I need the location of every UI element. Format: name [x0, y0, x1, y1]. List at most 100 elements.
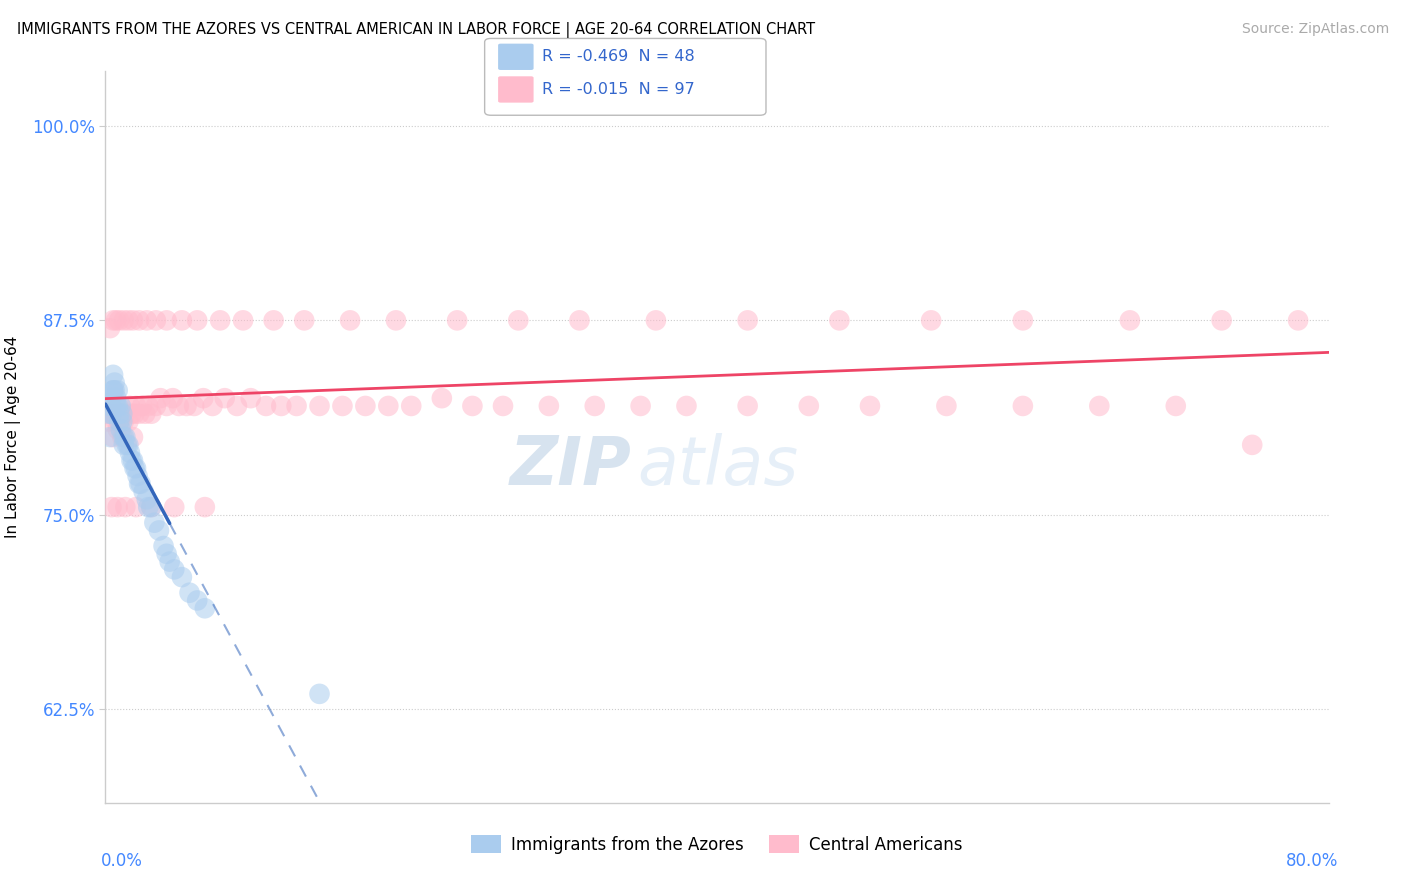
- Point: [537, 399, 560, 413]
- Point: [108, 415, 131, 429]
- Point: [124, 461, 146, 475]
- Point: [124, 407, 146, 421]
- Point: [98, 430, 121, 444]
- Point: [128, 476, 150, 491]
- Point: [118, 445, 141, 459]
- Point: [1088, 399, 1111, 413]
- Point: [105, 399, 128, 413]
- Point: [101, 313, 124, 327]
- Point: [128, 313, 150, 327]
- Point: [114, 430, 136, 444]
- Point: [104, 384, 127, 398]
- Text: 0.0%: 0.0%: [101, 852, 143, 870]
- Point: [105, 415, 128, 429]
- Point: [107, 384, 129, 398]
- Point: [117, 415, 139, 429]
- Point: [101, 368, 124, 382]
- Point: [568, 313, 591, 327]
- Point: [308, 687, 330, 701]
- Point: [163, 562, 186, 576]
- Text: Source: ZipAtlas.com: Source: ZipAtlas.com: [1241, 22, 1389, 37]
- Point: [1241, 438, 1264, 452]
- Point: [461, 399, 484, 413]
- Point: [111, 415, 134, 429]
- Point: [97, 407, 120, 421]
- Point: [101, 430, 124, 444]
- Point: [128, 407, 150, 421]
- Point: [110, 407, 132, 421]
- Point: [145, 313, 167, 327]
- Point: [143, 516, 166, 530]
- Text: R = -0.469  N = 48: R = -0.469 N = 48: [543, 49, 695, 64]
- Point: [104, 407, 127, 421]
- Point: [100, 391, 122, 405]
- FancyBboxPatch shape: [485, 38, 766, 115]
- Point: [117, 313, 139, 327]
- Point: [141, 500, 163, 515]
- Point: [101, 384, 124, 398]
- Point: [105, 313, 128, 327]
- Point: [201, 399, 224, 413]
- Point: [226, 399, 249, 413]
- Point: [114, 500, 136, 515]
- Point: [108, 407, 131, 421]
- Point: [104, 376, 127, 390]
- Point: [183, 399, 205, 413]
- Point: [111, 430, 134, 444]
- Point: [149, 391, 172, 405]
- Point: [270, 399, 292, 413]
- Point: [112, 313, 135, 327]
- Point: [155, 547, 177, 561]
- Point: [194, 601, 217, 615]
- Point: [115, 438, 138, 452]
- Point: [675, 399, 697, 413]
- Text: IMMIGRANTS FROM THE AZORES VS CENTRAL AMERICAN IN LABOR FORCE | AGE 20-64 CORREL: IMMIGRANTS FROM THE AZORES VS CENTRAL AM…: [17, 22, 815, 38]
- Point: [239, 391, 262, 405]
- Point: [399, 399, 422, 413]
- Point: [98, 321, 121, 335]
- Point: [134, 407, 156, 421]
- Point: [332, 399, 354, 413]
- Point: [100, 407, 122, 421]
- Point: [186, 593, 208, 607]
- Point: [232, 313, 254, 327]
- Point: [193, 391, 215, 405]
- Point: [107, 422, 129, 436]
- Point: [186, 313, 208, 327]
- Point: [179, 585, 201, 599]
- Point: [114, 407, 136, 421]
- Point: [254, 399, 277, 413]
- Point: [167, 399, 190, 413]
- Point: [105, 391, 128, 405]
- Point: [339, 313, 361, 327]
- Point: [107, 399, 129, 413]
- Point: [110, 399, 132, 413]
- Point: [120, 407, 142, 421]
- Point: [145, 399, 167, 413]
- Text: atlas: atlas: [637, 434, 799, 500]
- Point: [583, 399, 606, 413]
- Y-axis label: In Labor Force | Age 20-64: In Labor Force | Age 20-64: [6, 336, 21, 538]
- Point: [155, 313, 177, 327]
- FancyBboxPatch shape: [498, 77, 534, 103]
- Point: [112, 438, 135, 452]
- Point: [1119, 313, 1142, 327]
- Point: [828, 313, 851, 327]
- Point: [98, 399, 121, 413]
- Point: [263, 313, 285, 327]
- Point: [1011, 399, 1033, 413]
- Point: [141, 500, 163, 515]
- Point: [152, 539, 174, 553]
- Point: [117, 438, 139, 452]
- Point: [797, 399, 820, 413]
- Point: [162, 391, 184, 405]
- Point: [101, 384, 124, 398]
- Point: [170, 570, 193, 584]
- Point: [1286, 313, 1309, 327]
- Point: [630, 399, 652, 413]
- Point: [132, 484, 155, 499]
- Point: [100, 500, 122, 515]
- Point: [385, 313, 408, 327]
- Point: [214, 391, 236, 405]
- Point: [125, 399, 148, 413]
